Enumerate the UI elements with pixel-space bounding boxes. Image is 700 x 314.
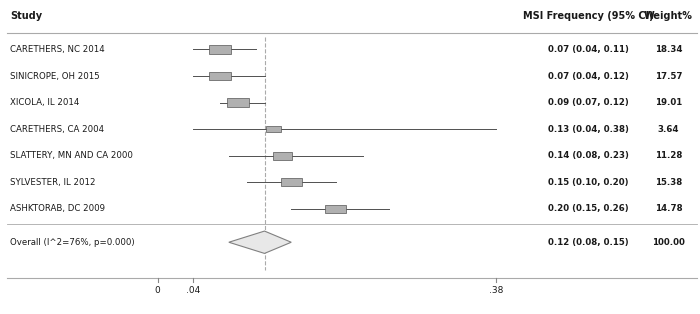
Text: 19.01: 19.01 [655, 98, 682, 107]
Text: Weight%: Weight% [644, 11, 693, 21]
Text: 0.07 (0.04, 0.11): 0.07 (0.04, 0.11) [547, 45, 629, 54]
FancyBboxPatch shape [227, 98, 249, 107]
FancyBboxPatch shape [326, 205, 346, 213]
Text: Study: Study [10, 11, 43, 21]
FancyBboxPatch shape [281, 178, 302, 187]
Text: 0.09 (0.07, 0.12): 0.09 (0.07, 0.12) [547, 98, 629, 107]
Text: Overall (I^2=76%, p=0.000): Overall (I^2=76%, p=0.000) [10, 238, 135, 247]
Text: XICOLA, IL 2014: XICOLA, IL 2014 [10, 98, 80, 107]
Text: 0.13 (0.04, 0.38): 0.13 (0.04, 0.38) [547, 125, 629, 134]
Polygon shape [229, 231, 291, 253]
Text: SLATTERY, MN AND CA 2000: SLATTERY, MN AND CA 2000 [10, 151, 134, 160]
Text: 0.20 (0.15, 0.26): 0.20 (0.15, 0.26) [547, 204, 629, 214]
Text: .38: .38 [489, 286, 503, 295]
Text: SINICROPE, OH 2015: SINICROPE, OH 2015 [10, 72, 100, 80]
FancyBboxPatch shape [209, 45, 231, 54]
FancyBboxPatch shape [272, 152, 292, 160]
Text: CARETHERS, NC 2014: CARETHERS, NC 2014 [10, 45, 105, 54]
Text: 14.78: 14.78 [654, 204, 682, 214]
Text: 0.07 (0.04, 0.12): 0.07 (0.04, 0.12) [547, 72, 629, 80]
Text: CARETHERS, CA 2004: CARETHERS, CA 2004 [10, 125, 104, 134]
Text: 11.28: 11.28 [654, 151, 682, 160]
FancyBboxPatch shape [209, 72, 231, 80]
Text: SYLVESTER, IL 2012: SYLVESTER, IL 2012 [10, 178, 96, 187]
Text: 100.00: 100.00 [652, 238, 685, 247]
Text: 0.12 (0.08, 0.15): 0.12 (0.08, 0.15) [547, 238, 629, 247]
Text: 0.14 (0.08, 0.23): 0.14 (0.08, 0.23) [547, 151, 629, 160]
Text: 15.38: 15.38 [655, 178, 682, 187]
FancyBboxPatch shape [266, 126, 281, 132]
Text: .04: .04 [186, 286, 200, 295]
Text: 3.64: 3.64 [658, 125, 679, 134]
Text: ASHKTORAB, DC 2009: ASHKTORAB, DC 2009 [10, 204, 106, 214]
Text: 0: 0 [155, 286, 160, 295]
Text: 0.15 (0.10, 0.20): 0.15 (0.10, 0.20) [547, 178, 629, 187]
Text: 18.34: 18.34 [654, 45, 682, 54]
Text: 17.57: 17.57 [654, 72, 682, 80]
Text: MSI Frequency (95% CI): MSI Frequency (95% CI) [523, 11, 653, 21]
